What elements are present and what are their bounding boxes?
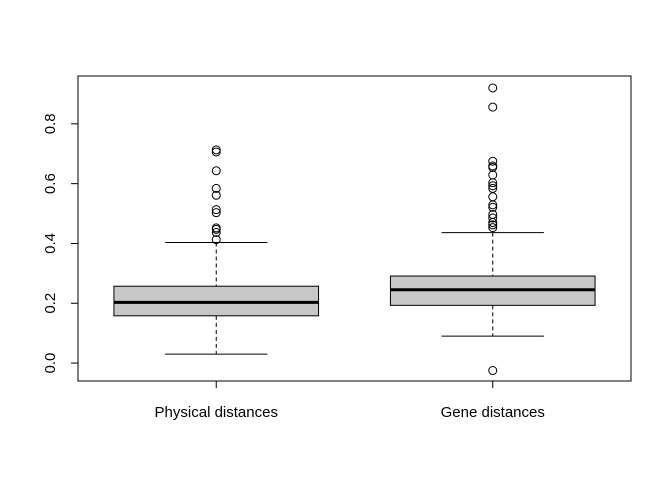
y-tick-label: 0.2: [42, 293, 59, 314]
box-group: [389, 83, 596, 388]
outlier-point: [488, 223, 498, 233]
outlier-point: [488, 102, 498, 112]
outlier-point: [488, 156, 498, 166]
outlier-point: [211, 235, 221, 245]
x-category-label: Gene distances: [441, 404, 545, 421]
outlier-point: [488, 366, 498, 376]
outlier-point: [488, 170, 498, 180]
outlier-point: [488, 202, 498, 212]
outlier-point: [488, 209, 498, 219]
outlier-point: [488, 220, 498, 230]
outlier-point: [488, 161, 498, 171]
y-tick-label: 0.4: [42, 233, 59, 254]
outlier-point: [488, 192, 498, 202]
outlier-point: [211, 166, 221, 176]
outlier-point: [211, 147, 221, 157]
outlier-point: [488, 183, 498, 193]
outlier-point: [211, 190, 221, 200]
box-group: [113, 145, 320, 388]
outlier-point: [488, 181, 498, 191]
y-tick-label: 0.8: [42, 113, 59, 134]
y-tick-label: 0.0: [42, 353, 59, 374]
outlier-point: [211, 227, 221, 237]
outlier-point: [211, 205, 221, 215]
outlier-point: [211, 145, 221, 155]
outlier-point: [488, 83, 498, 93]
outlier-point: [211, 208, 221, 218]
y-tick-label: 0.6: [42, 173, 59, 194]
plot-frame: [77, 75, 632, 382]
outlier-point: [488, 213, 498, 223]
outlier-point: [211, 223, 221, 233]
x-category-label: Physical distances: [155, 404, 278, 421]
outlier-point: [211, 183, 221, 193]
